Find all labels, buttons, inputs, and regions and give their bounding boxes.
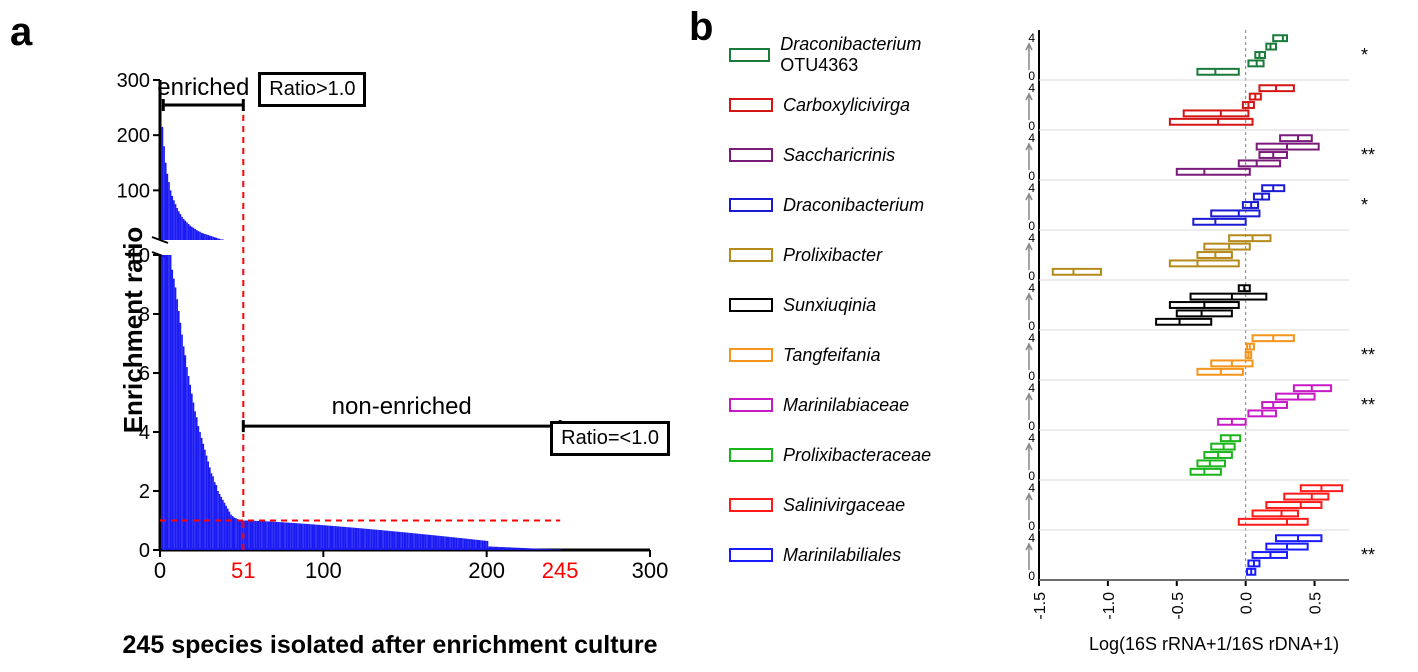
svg-text:0.5: 0.5 — [1308, 592, 1325, 614]
svg-text:0.0: 0.0 — [1239, 592, 1256, 614]
svg-text:*: * — [1361, 45, 1368, 65]
legend-text: Carboxylicivirga — [783, 95, 910, 116]
panel-a: a 10020030002468100100200300enrichednon-… — [10, 10, 689, 662]
legend-swatch — [729, 248, 773, 262]
legend-swatch — [729, 448, 773, 462]
svg-text:4: 4 — [1028, 281, 1035, 295]
legend-text: Sunxiuqinia — [783, 295, 876, 316]
legend-swatch — [729, 498, 773, 512]
xlabel-b: Log(16S rRNA+1/16S rDNA+1) — [1039, 634, 1389, 655]
svg-text:4: 4 — [1028, 381, 1035, 395]
ylabel-a: Enrichment ratio — [118, 227, 149, 434]
svg-text:4: 4 — [1028, 231, 1035, 245]
svg-text:100: 100 — [305, 558, 342, 583]
legend-swatch — [729, 148, 773, 162]
legend-item: Draconibacterium OTU4363 — [729, 30, 989, 80]
legend-swatch — [729, 348, 773, 362]
boxplot-area: -1.5-1.0-0.50.00.504*0404**04*040404**04… — [1019, 30, 1369, 580]
svg-text:4: 4 — [1028, 331, 1035, 345]
legend-text: Draconibacterium — [783, 195, 924, 216]
legend-swatch — [729, 398, 773, 412]
svg-text:-0.5: -0.5 — [1170, 592, 1187, 620]
legend-item: Carboxylicivirga — [729, 80, 989, 130]
chart-a-svg: 10020030002468100100200300enrichednon-en… — [120, 70, 660, 590]
svg-text:200: 200 — [468, 558, 505, 583]
legend-text: Salinivirgaceae — [783, 495, 905, 516]
svg-text:300: 300 — [632, 558, 669, 583]
svg-text:200: 200 — [117, 125, 150, 147]
legend-text: Saccharicrinis — [783, 145, 895, 166]
legend-b: Draconibacterium OTU4363 Carboxylicivirga… — [729, 30, 989, 580]
panel-a-label: a — [10, 10, 32, 55]
legend-text: Marinilabiaceae — [783, 395, 909, 416]
svg-text:-1.5: -1.5 — [1032, 592, 1049, 620]
legend-swatch — [729, 48, 770, 62]
svg-text:51: 51 — [231, 558, 255, 583]
legend-swatch — [729, 548, 773, 562]
svg-text:100: 100 — [117, 180, 150, 202]
ratio-lo-box: Ratio=<1.0 — [550, 421, 670, 456]
svg-text:*: * — [1361, 195, 1368, 215]
svg-text:4: 4 — [1028, 81, 1035, 95]
svg-text:4: 4 — [1028, 31, 1035, 45]
chart-b: Draconibacterium OTU4363 Carboxylicivirga… — [689, 30, 1409, 620]
legend-item: Sunxiuqinia — [729, 280, 989, 330]
legend-item: Tangfeifania — [729, 330, 989, 380]
legend-item: Prolixibacter — [729, 230, 989, 280]
svg-text:0: 0 — [1028, 569, 1035, 583]
svg-text:-1.0: -1.0 — [1101, 592, 1118, 620]
legend-swatch — [729, 298, 773, 312]
svg-text:245: 245 — [542, 558, 579, 583]
svg-text:4: 4 — [1028, 481, 1035, 495]
chart-b-svg: -1.5-1.0-0.50.00.504*0404**04*040404**04… — [1019, 30, 1369, 620]
svg-text:0: 0 — [139, 540, 150, 562]
xlabel-a: 245 species isolated after enrichment cu… — [90, 631, 690, 660]
legend-item: Prolixibacteraceae — [729, 430, 989, 480]
svg-text:4: 4 — [1028, 131, 1035, 145]
svg-text:4: 4 — [1028, 181, 1035, 195]
svg-text:300: 300 — [117, 70, 150, 92]
svg-text:enriched: enriched — [157, 74, 249, 101]
svg-text:4: 4 — [1028, 531, 1035, 545]
legend-text: Prolixibacter — [783, 245, 882, 266]
legend-text: Prolixibacteraceae — [783, 445, 931, 466]
legend-item: Marinilabiliales — [729, 530, 989, 580]
svg-text:**: ** — [1361, 545, 1375, 565]
svg-text:2: 2 — [139, 481, 150, 503]
svg-text:0: 0 — [154, 558, 166, 583]
ratio-hi-box: Ratio>1.0 — [258, 72, 366, 107]
legend-swatch — [729, 198, 773, 212]
legend-item: Marinilabiaceae — [729, 380, 989, 430]
legend-text: Marinilabiliales — [783, 545, 901, 566]
legend-item: Draconibacterium — [729, 180, 989, 230]
svg-text:non-enriched: non-enriched — [332, 393, 472, 420]
svg-text:**: ** — [1361, 345, 1375, 365]
panel-b: b Draconibacterium OTU4363Carboxylicivir… — [689, 10, 1408, 662]
legend-item: Salinivirgaceae — [729, 480, 989, 530]
chart-a: 10020030002468100100200300enrichednon-en… — [120, 70, 660, 590]
svg-text:**: ** — [1361, 145, 1375, 165]
legend-item: Saccharicrinis — [729, 130, 989, 180]
svg-text:**: ** — [1361, 395, 1375, 415]
legend-swatch — [729, 98, 773, 112]
svg-text:4: 4 — [1028, 431, 1035, 445]
legend-text: Draconibacterium OTU4363 — [780, 34, 989, 76]
legend-text: Tangfeifania — [783, 345, 880, 366]
